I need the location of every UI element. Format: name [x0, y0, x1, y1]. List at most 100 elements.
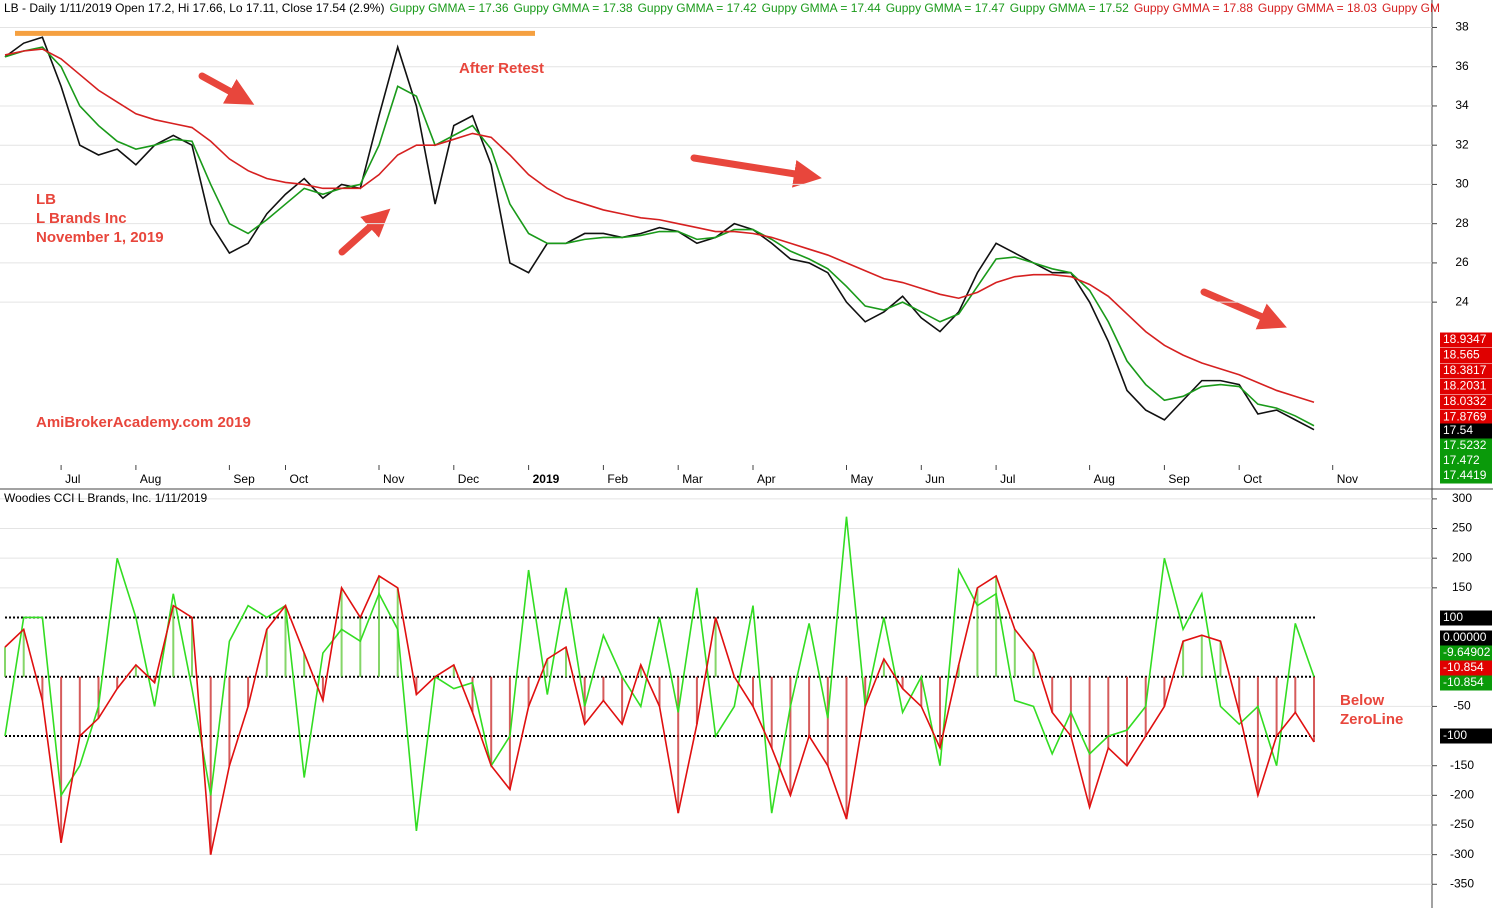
histogram-bar — [920, 676, 923, 707]
histogram-bar — [97, 676, 100, 719]
histogram-bar — [565, 647, 567, 677]
header-item: Guppy GMMA = 17.42 — [638, 1, 757, 15]
histogram-bar — [134, 664, 137, 677]
y-tick-label: 30 — [1455, 177, 1469, 191]
series-line — [4, 48, 1315, 403]
y-tick-label: 32 — [1455, 137, 1469, 151]
header-item: Guppy GMMA = 17.52 — [1010, 1, 1129, 15]
y-tick-label: 200 — [1452, 550, 1472, 564]
annotation: LB — [36, 191, 56, 208]
series-line — [4, 574, 1315, 855]
histogram-bar — [247, 676, 250, 707]
histogram-bar — [1256, 676, 1259, 796]
histogram-bar — [770, 676, 773, 748]
histogram-bar — [471, 676, 474, 713]
x-tick-label: Jul — [1000, 472, 1015, 486]
y-tick-label: 26 — [1455, 255, 1469, 269]
arrows — [198, 72, 1287, 330]
histogram-bar — [60, 676, 63, 843]
histogram-bar — [527, 676, 530, 707]
histogram-bar — [1182, 641, 1185, 677]
chart-layer: 24 26 28 30 32 34 36 38 Jul Aug Sep Oct Nov Dec 2019 Fe… — [0, 1, 1492, 890]
title-text: Woodies CCI L Brands, Inc. 1/11/2019 — [4, 491, 208, 505]
histogram-bar — [845, 676, 848, 820]
histogram-bar — [939, 676, 941, 748]
value-box — [1440, 423, 1492, 439]
value-box-label: 17.8769 — [1443, 410, 1487, 424]
value-box — [1440, 610, 1492, 626]
panel-title: LB - Daily 1/11/2019 Open 17.2, Hi 17.66… — [4, 1, 1440, 15]
histogram-bar — [340, 587, 343, 677]
histogram-bar — [303, 653, 306, 677]
value-box-label: 18.0332 — [1443, 394, 1487, 408]
value-box — [1440, 660, 1492, 676]
y-tick-label: 150 — [1452, 580, 1472, 594]
annotation: Below — [1340, 692, 1385, 709]
histogram-bar — [1275, 676, 1278, 737]
histogram-bar — [808, 676, 811, 737]
value-box — [1440, 379, 1492, 394]
series-line — [4, 516, 1315, 832]
value-box — [1440, 468, 1492, 484]
value-box-label: 17.472 — [1443, 453, 1480, 467]
histogram-bar — [1219, 641, 1222, 677]
value-box — [1440, 348, 1492, 363]
histogram-bar — [864, 676, 867, 707]
y-tick-label: -200 — [1450, 788, 1474, 802]
panel-title: Woodies CCI L Brands, Inc. 1/11/2019 — [4, 491, 208, 505]
x-tick-label: Oct — [1243, 472, 1262, 486]
value-box-label: -10.854 — [1443, 660, 1484, 674]
annotation: After Retest — [459, 60, 544, 77]
y-tick-label: 28 — [1455, 216, 1469, 230]
y-tick-label: -250 — [1450, 817, 1474, 831]
header-item: Guppy GM — [1382, 1, 1440, 15]
histogram-bar — [677, 676, 680, 814]
histogram-bar — [546, 658, 549, 677]
x-tick-label: Dec — [458, 472, 479, 486]
histogram-bar — [826, 676, 829, 766]
histogram-bar — [752, 676, 754, 707]
header-item: Guppy GMMA = 17.44 — [762, 1, 881, 15]
value-box — [1440, 630, 1492, 646]
histogram-bar — [1126, 676, 1128, 766]
y-tick-label: 24 — [1455, 294, 1469, 308]
x-tick-label: Mar — [682, 472, 703, 486]
value-box — [1440, 645, 1492, 661]
histogram-bar — [1163, 676, 1166, 707]
x-tick-label: Oct — [290, 472, 309, 486]
header-item: Guppy GMMA = 17.36 — [389, 1, 508, 15]
histogram-bar — [490, 676, 493, 766]
arrow — [690, 154, 822, 188]
value-box — [1440, 438, 1492, 454]
histogram-bar — [284, 605, 287, 677]
header-item: Guppy GMMA = 17.47 — [886, 1, 1005, 15]
y-tick-label: 250 — [1452, 521, 1472, 535]
value-box-label: -9.64902 — [1443, 645, 1491, 659]
value-box — [1440, 453, 1492, 469]
histogram-bar — [621, 676, 624, 725]
histogram-bar — [172, 605, 175, 677]
value-box-label: 18.3817 — [1443, 363, 1487, 377]
histogram-bar — [22, 629, 25, 677]
header-item: Guppy GMMA = 17.38 — [514, 1, 633, 15]
y-tick-label: -50 — [1453, 699, 1471, 713]
histogram-bar — [1088, 676, 1091, 808]
histogram-bar — [41, 676, 44, 701]
histogram-bar — [359, 617, 362, 677]
histogram-bar — [378, 575, 380, 677]
histogram-bar — [1200, 635, 1203, 677]
y-tick-label: 34 — [1455, 98, 1469, 112]
value-box — [1440, 363, 1492, 379]
arrow — [1200, 288, 1287, 330]
histogram-bar — [191, 617, 193, 677]
histogram-bar — [265, 629, 268, 677]
histogram-bar — [602, 676, 605, 701]
x-tick-label: Feb — [607, 472, 628, 486]
value-box-label: 100 — [1443, 610, 1463, 624]
value-box-label: 18.2031 — [1443, 379, 1487, 393]
histogram-bar — [695, 676, 698, 725]
value-box — [1440, 394, 1492, 410]
series-line — [4, 46, 1315, 427]
value-box-label: 18.9347 — [1443, 332, 1487, 346]
